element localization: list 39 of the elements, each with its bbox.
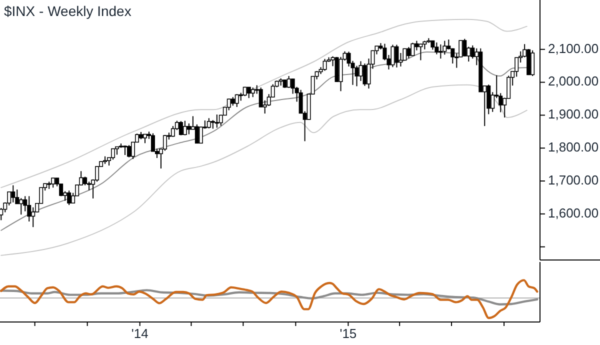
candlestick bbox=[406, 46, 411, 59]
candlestick bbox=[51, 178, 56, 188]
candlestick bbox=[234, 94, 239, 108]
chart-title: $INX - Weekly Index bbox=[4, 3, 132, 19]
candlestick bbox=[410, 42, 415, 56]
candlestick bbox=[67, 190, 72, 206]
line-series bbox=[0, 18, 528, 188]
candlestick bbox=[362, 63, 367, 86]
y-tick-label: 1,700.00 bbox=[548, 172, 599, 188]
candlestick bbox=[418, 43, 423, 61]
y-tick-label: 1,800.00 bbox=[548, 140, 599, 155]
y-tick-label: 1,600.00 bbox=[548, 205, 599, 220]
y-tick-label: 2,000.00 bbox=[548, 74, 599, 89]
candlestick bbox=[182, 120, 187, 136]
candlestick bbox=[250, 87, 255, 98]
candlestick bbox=[214, 114, 219, 128]
candlestick bbox=[162, 134, 167, 152]
candlestick bbox=[206, 118, 211, 129]
candlestick bbox=[246, 86, 251, 99]
candlestick bbox=[434, 42, 439, 55]
y-tick-label: 2,100.00 bbox=[548, 40, 599, 56]
candlestick bbox=[19, 198, 24, 216]
candlestick bbox=[286, 76, 291, 88]
candlestick bbox=[442, 40, 447, 56]
x-tick-label: '14 bbox=[131, 326, 148, 341]
candlestick bbox=[354, 65, 359, 87]
candlestick bbox=[194, 124, 199, 144]
candlestick bbox=[390, 44, 395, 68]
candlestick bbox=[127, 144, 132, 158]
candlestick bbox=[11, 184, 16, 203]
candlestick bbox=[438, 44, 443, 60]
candlestick bbox=[322, 58, 327, 72]
candlestick bbox=[31, 206, 36, 228]
candlestick bbox=[394, 44, 399, 68]
y-tick-label: 1,900.00 bbox=[548, 106, 599, 122]
x-tick-label: '15 bbox=[340, 326, 357, 341]
line-series bbox=[0, 84, 528, 256]
candlestick bbox=[530, 50, 535, 77]
candlestick bbox=[178, 120, 183, 136]
